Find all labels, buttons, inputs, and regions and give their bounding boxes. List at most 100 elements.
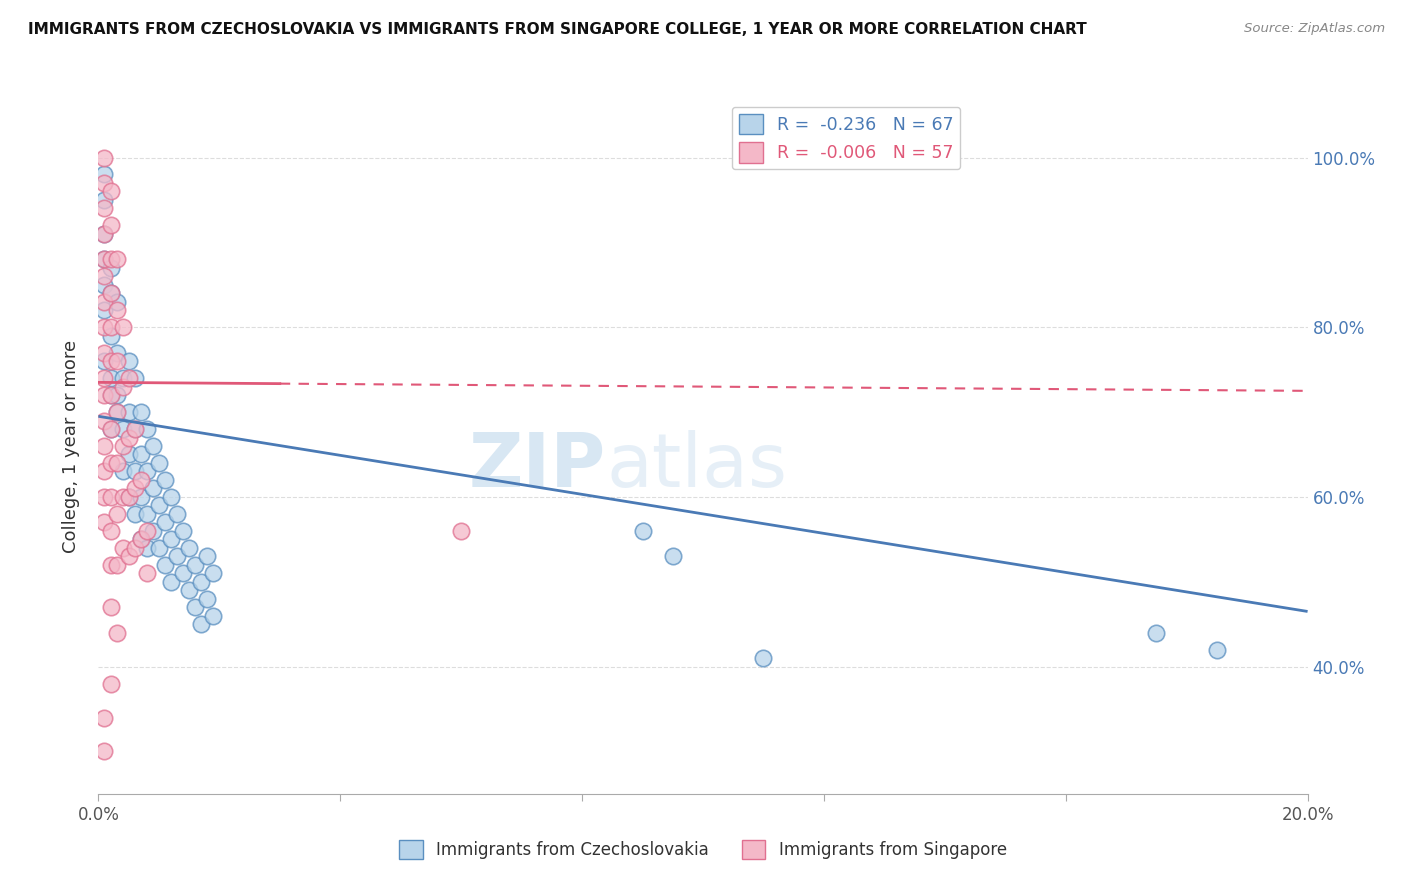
Point [124,422,146,436]
Point [124,422,146,436]
Point [142,524,165,538]
Point [111,371,134,385]
Point [153,516,176,530]
Point [1144,625,1167,640]
Point [142,482,165,496]
Point [190,574,212,589]
Y-axis label: College, 1 year or more: College, 1 year or more [62,340,80,552]
Point [118,490,141,504]
Point [184,558,207,572]
Point [93,269,115,284]
Point [135,524,157,538]
Point [148,456,170,470]
Point [100,320,122,334]
Point [100,422,122,436]
Point [93,371,115,385]
Text: atlas: atlas [606,430,787,503]
Point [93,439,115,453]
Point [179,583,201,598]
Point [118,448,141,462]
Point [93,320,115,334]
Point [93,413,115,427]
Point [105,303,128,318]
Point [100,219,122,233]
Point [105,388,128,402]
Point [93,303,115,318]
Point [184,600,207,615]
Point [190,617,212,632]
Point [100,371,122,385]
Point [93,744,115,758]
Point [100,422,122,436]
Point [93,252,115,267]
Point [93,252,115,267]
Point [124,541,146,555]
Point [111,439,134,453]
Point [105,507,128,521]
Point [1206,642,1229,657]
Point [93,710,115,724]
Point [135,541,157,555]
Point [111,465,134,479]
Point [135,566,157,581]
Point [160,574,183,589]
Point [129,405,152,419]
Point [100,260,122,275]
Point [93,490,115,504]
Point [105,294,128,309]
Point [100,328,122,343]
Point [148,499,170,513]
Point [100,286,122,301]
Point [160,490,183,504]
Point [118,354,141,368]
Point [100,388,122,402]
Point [124,465,146,479]
Point [93,151,115,165]
Point [142,439,165,453]
Point [100,600,122,615]
Point [202,566,225,581]
Point [105,558,128,572]
Point [111,320,134,334]
Point [450,524,472,538]
Point [129,533,152,547]
Point [129,448,152,462]
Text: Source: ZipAtlas.com: Source: ZipAtlas.com [1244,22,1385,36]
Point [100,456,122,470]
Point [662,549,685,564]
Point [135,507,157,521]
Point [105,345,128,359]
Point [124,371,146,385]
Point [111,490,134,504]
Point [148,541,170,555]
Point [93,227,115,241]
Point [172,566,194,581]
Point [166,549,188,564]
Point [105,456,128,470]
Point [93,354,115,368]
Point [93,227,115,241]
Point [129,490,152,504]
Point [93,176,115,190]
Point [118,371,141,385]
Point [118,549,141,564]
Point [100,558,122,572]
Point [129,533,152,547]
Point [93,465,115,479]
Point [172,524,194,538]
Legend: Immigrants from Czechoslovakia, Immigrants from Singapore: Immigrants from Czechoslovakia, Immigran… [392,833,1014,865]
Point [93,294,115,309]
Point [93,277,115,292]
Point [93,202,115,216]
Point [93,345,115,359]
Point [631,524,654,538]
Point [135,422,157,436]
Point [100,354,122,368]
Point [111,541,134,555]
Point [166,507,188,521]
Point [105,405,128,419]
Point [118,405,141,419]
Point [111,379,134,393]
Point [195,549,218,564]
Point [100,490,122,504]
